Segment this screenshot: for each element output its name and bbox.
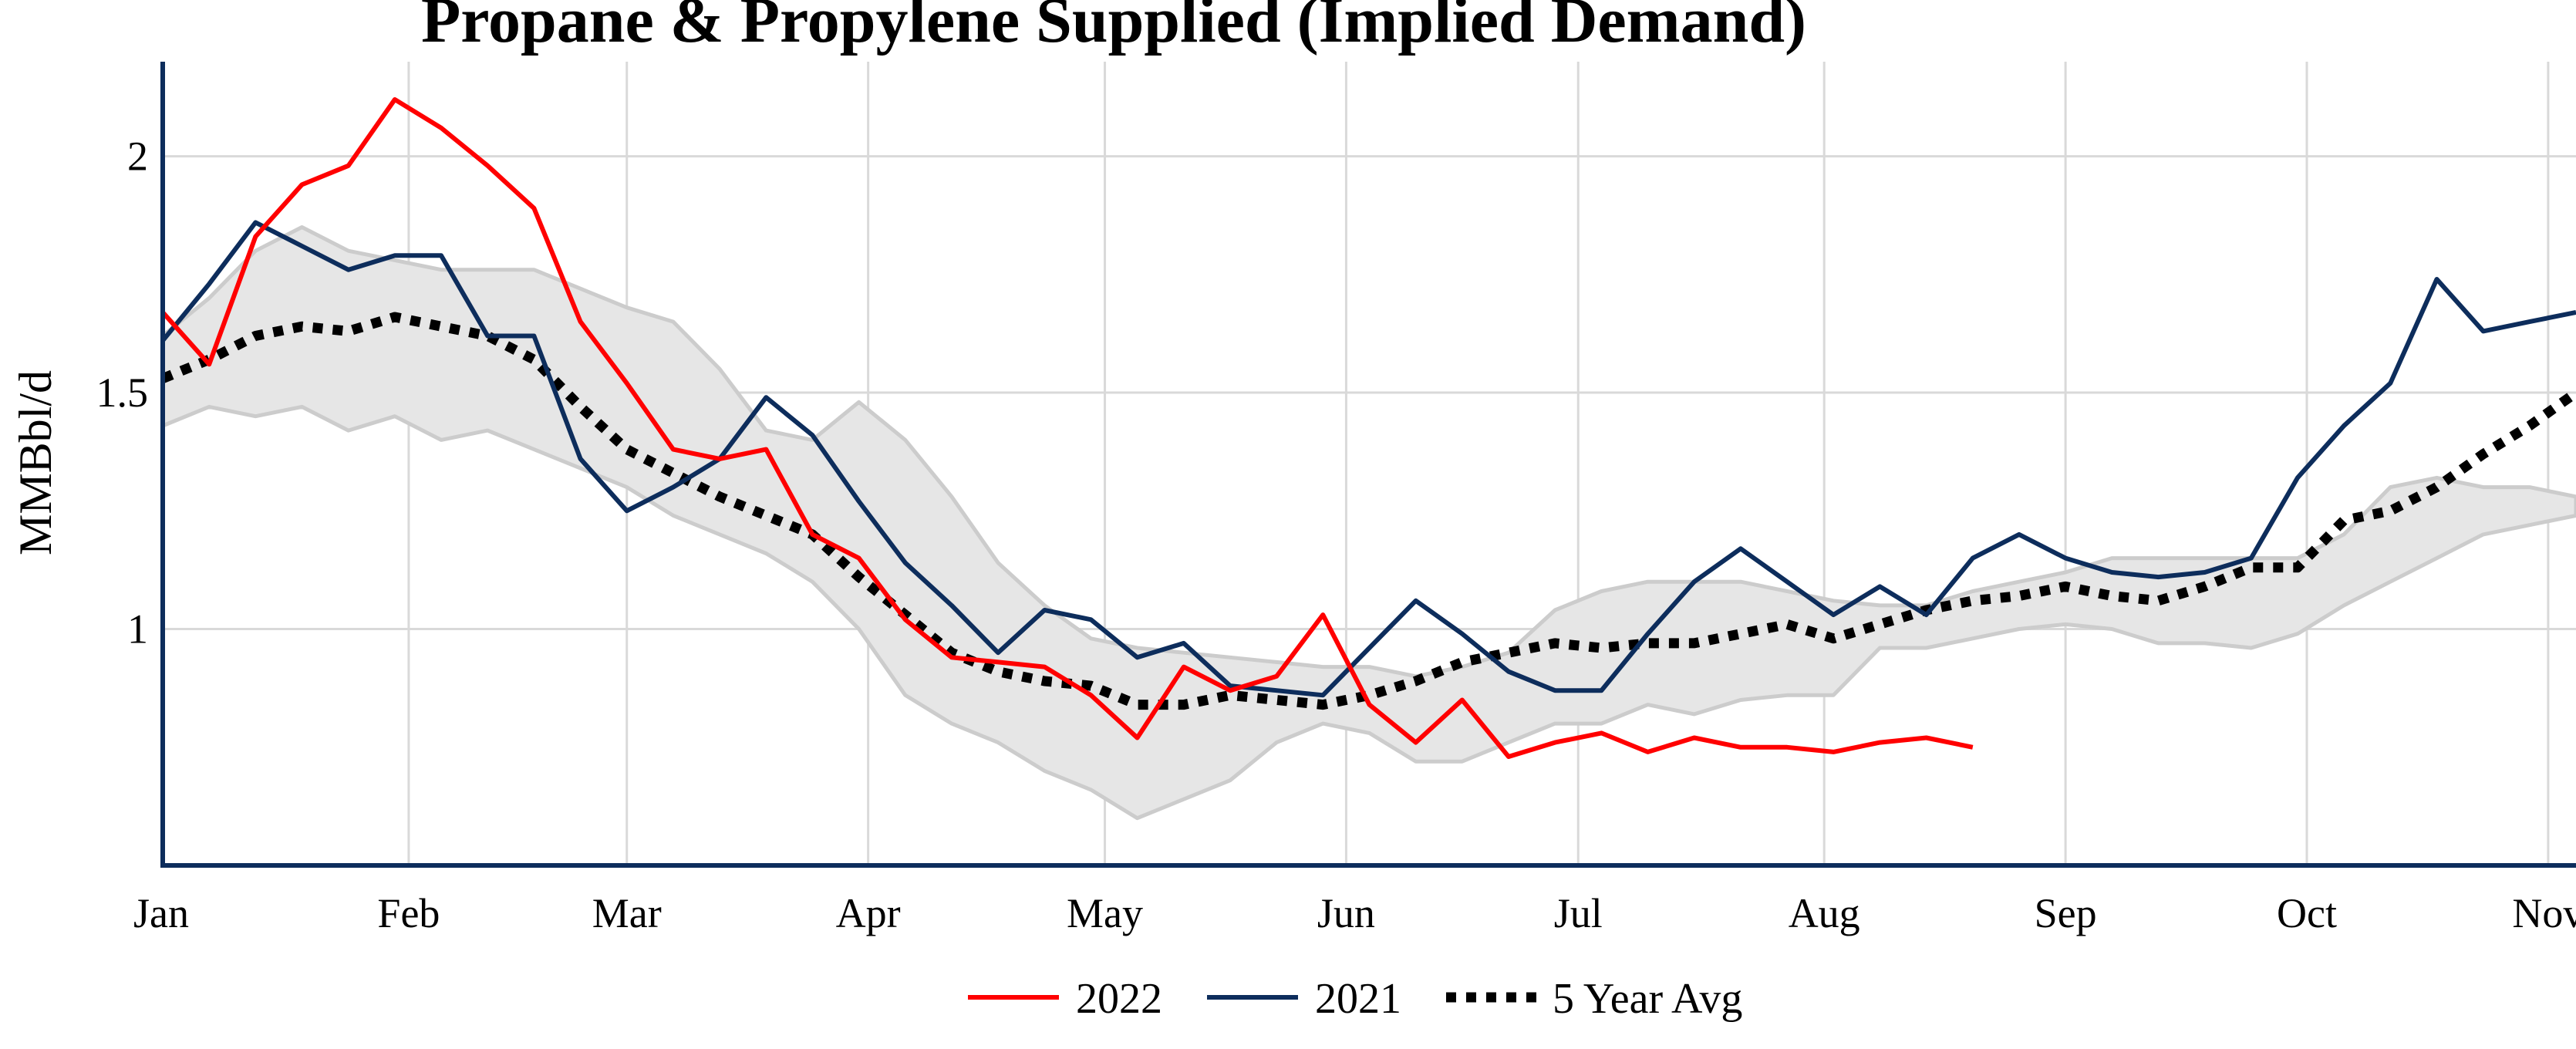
legend-label: 2021 (1315, 975, 1401, 1023)
legend-label: 2022 (1076, 975, 1162, 1023)
five-year-range-band (160, 225, 2576, 821)
series-line-2021 (160, 220, 2576, 698)
x-tick-label: Jun (1317, 890, 1375, 936)
x-tick-label: Sep (2035, 890, 2097, 936)
x-tick-label: Feb (377, 890, 440, 936)
legend: 2022 2021 5 Year Avg (968, 975, 1742, 1023)
x-tick-label: Oct (2277, 890, 2337, 936)
axes-layer (160, 62, 2576, 868)
grid-layer (163, 62, 2576, 865)
series-layer (160, 97, 2576, 759)
y-tick-label: 1 (127, 606, 148, 653)
x-tick-label: Jul (1554, 890, 1603, 936)
y-tick-labels: 11.52 (96, 133, 149, 653)
x-tick-label: Mar (592, 890, 662, 936)
x-tick-label: Jan (133, 890, 189, 936)
legend-item-5-year-avg: 5 Year Avg (1446, 975, 1742, 1023)
x-tick-label: May (1067, 890, 1143, 936)
legend-item-2022: 2022 (968, 975, 1162, 1023)
x-tick-label: Apr (836, 890, 901, 936)
legend-label: 5 Year Avg (1553, 975, 1742, 1023)
legend-item-2021: 2021 (1207, 975, 1401, 1023)
x-tick-label: Aug (1789, 890, 1860, 936)
chart-title: Propane & Propylene Supplied (Implied De… (421, 0, 1806, 56)
series-line-2022 (160, 97, 1974, 759)
range-band-layer (160, 225, 2576, 821)
x-tick-label: Nov (2512, 890, 2576, 936)
y-axis-label: MMBbl/d (10, 370, 61, 555)
x-tick-labels: Jan Feb Mar Apr May Jun Jul Aug Sep Oct Nov (133, 890, 2576, 936)
y-tick-label: 2 (127, 133, 148, 180)
y-tick-label: 1.5 (96, 369, 149, 416)
